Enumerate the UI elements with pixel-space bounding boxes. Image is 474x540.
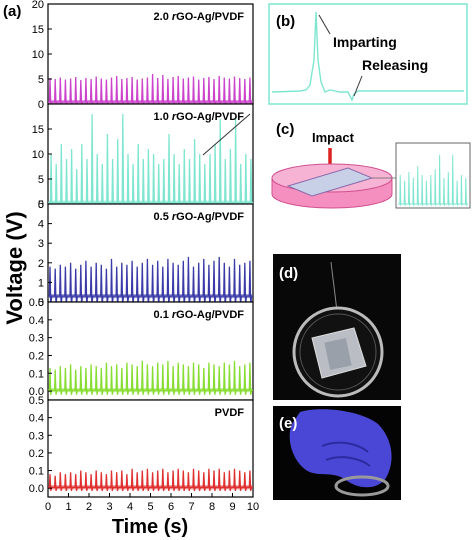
- inset-c-signal-trace: [398, 154, 468, 207]
- x-tick-label: 3: [106, 501, 112, 513]
- photo-e: (e): [273, 406, 401, 500]
- inset-c: (c) Impact: [271, 121, 471, 209]
- imparting-arrow: [318, 14, 331, 35]
- y-tick-label: 0: [38, 99, 44, 111]
- subplot-1: 0 5 10 15 20 2.0 rGO-Ag/PVDF: [32, 0, 254, 111]
- y-tick-label: 0.5: [29, 297, 44, 309]
- subplot-4: 0.0 0.1 0.2 0.3 0.4 0.5 0.1 rGO-Ag/PVDF: [29, 297, 254, 401]
- zoom-pointer-line: [202, 113, 251, 156]
- y-tick-label: 4: [38, 219, 44, 231]
- y-tick-label: 0.1: [29, 466, 44, 478]
- y-tick-label: 0.3: [29, 430, 44, 442]
- y-tick-label: 0.2: [29, 350, 44, 362]
- photo-e-glove: [289, 409, 392, 488]
- panel-label-c: (c): [276, 121, 294, 138]
- y-tick-label: 0: [38, 199, 44, 211]
- x-tick-label: 6: [168, 501, 174, 513]
- inset-b: (b) Imparting Releasing: [268, 3, 468, 105]
- y-tick-label: 5: [38, 174, 44, 186]
- y-tick-label: 5: [38, 74, 44, 86]
- y-tick-label: 0.4: [29, 413, 44, 425]
- photo-e-glove-fingers: [321, 441, 371, 467]
- x-tick-label: 7: [188, 501, 194, 513]
- y-tick-label: 0.5: [29, 395, 44, 407]
- panel-label-b: (b): [276, 13, 295, 30]
- y-tick-label: 10: [32, 149, 44, 161]
- series-label: PVDF: [215, 407, 245, 419]
- subplot-5: 0.0 0.1 0.2 0.3 0.4 0.5 PVDF: [29, 395, 254, 498]
- y-tick-label: 1: [38, 277, 44, 289]
- panel-label-a: (a): [3, 3, 21, 20]
- photo-d-electrode: [324, 338, 352, 370]
- series-label: 0.1 rGO-Ag/PVDF: [154, 309, 245, 321]
- y-tick-label: 0.4: [29, 315, 44, 327]
- x-tick-label: 8: [209, 501, 215, 513]
- y-tick-label: 2: [38, 258, 44, 270]
- y-tick-label: 3: [38, 238, 44, 250]
- y-tick-label: 0: [38, 297, 44, 309]
- releasing-label: Releasing: [362, 57, 428, 73]
- inset-c-signal-frame: [395, 142, 471, 209]
- imparting-label: Imparting: [333, 34, 397, 50]
- series-noise-band: [49, 294, 252, 299]
- inset-c-trace-path: [398, 154, 468, 207]
- series-noise-band: [49, 388, 252, 393]
- x-tick-label: 2: [86, 501, 92, 513]
- series-label: 0.5 rGO-Ag/PVDF: [154, 211, 245, 223]
- inset-b-pulse-trace: [271, 11, 464, 102]
- series-noise-band: [49, 485, 252, 490]
- y-tick-label: 5: [38, 199, 44, 211]
- series-label: 1.0 rGO-Ag/PVDF: [154, 111, 245, 123]
- x-tick-label: 9: [229, 501, 235, 513]
- x-tick-label: 0: [45, 501, 51, 513]
- panel-label-d: (d): [279, 265, 298, 282]
- y-tick-label: 0.0: [29, 386, 44, 398]
- photo-e-dish: [334, 475, 390, 497]
- y-tick-label: 20: [32, 0, 44, 11]
- y-tick-label: 0.1: [29, 368, 44, 380]
- y-tick-label: 0.2: [29, 448, 44, 460]
- x-tick-label: 5: [147, 501, 153, 513]
- series-noise-band: [49, 100, 252, 104]
- impact-label: Impact: [312, 130, 355, 145]
- photo-d: (d): [273, 254, 401, 400]
- y-tick-label: 15: [32, 24, 44, 36]
- series-noise-band: [49, 200, 252, 205]
- y-axis-title: Voltage (V): [2, 211, 27, 324]
- y-tick-label: 10: [32, 49, 44, 61]
- inset-b-frame: [268, 3, 468, 105]
- subplot-3: 0 1 2 3 4 5 0.5 rGO-Ag/PVDF: [38, 199, 254, 309]
- series-label: 2.0 rGO-Ag/PVDF: [154, 11, 245, 23]
- x-tick-label: 10: [247, 501, 259, 513]
- y-tick-label: 15: [32, 124, 44, 136]
- x-tick-label: 4: [127, 501, 133, 513]
- y-tick-label: 0.0: [29, 483, 44, 495]
- x-axis-title: Time (s): [112, 516, 188, 538]
- y-tick-label: 0.3: [29, 333, 44, 345]
- releasing-arrow: [353, 75, 363, 97]
- x-tick-label: 1: [65, 501, 71, 513]
- photo-d-dish-inner: [299, 313, 377, 391]
- panel-label-e: (e): [279, 415, 297, 432]
